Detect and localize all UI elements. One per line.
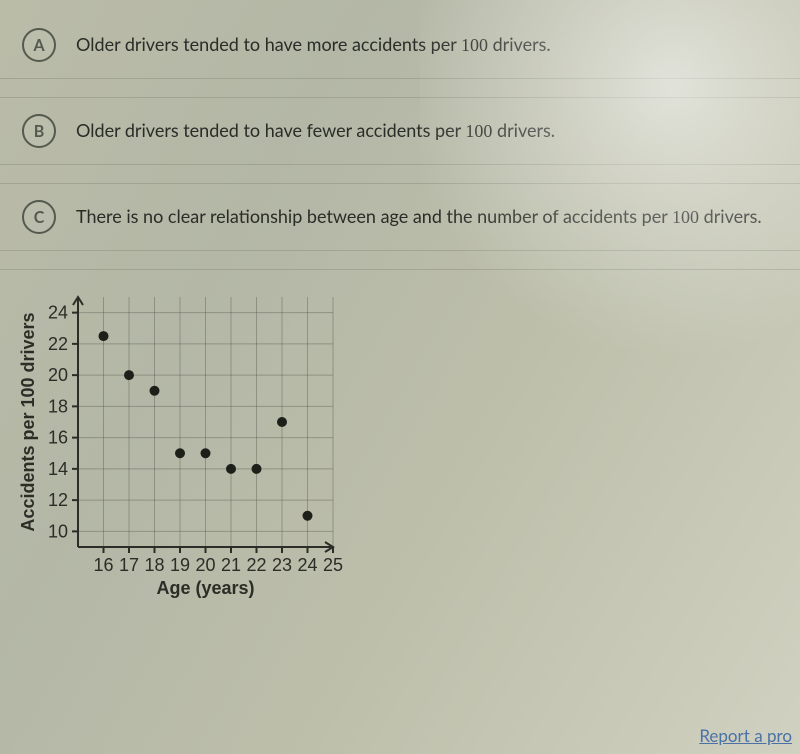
svg-text:25: 25 — [323, 555, 343, 575]
svg-text:21: 21 — [221, 555, 241, 575]
svg-text:19: 19 — [170, 555, 190, 575]
svg-text:22: 22 — [48, 334, 68, 354]
svg-text:16: 16 — [48, 428, 68, 448]
svg-text:23: 23 — [272, 555, 292, 575]
option-C[interactable]: C There is no clear relationship between… — [0, 183, 800, 251]
option-A-text: Older drivers tended to have more accide… — [76, 32, 551, 58]
option-A[interactable]: A Older drivers tended to have more acci… — [0, 12, 800, 79]
svg-text:18: 18 — [144, 555, 164, 575]
report-problem-link[interactable]: Report a pro — [699, 725, 792, 746]
option-C-letter: C — [34, 208, 45, 227]
svg-text:12: 12 — [48, 490, 68, 510]
option-C-text: There is no clear relationship between a… — [76, 204, 762, 230]
answer-options: A Older drivers tended to have more acci… — [0, 0, 800, 251]
svg-text:17: 17 — [119, 555, 139, 575]
option-B[interactable]: B Older drivers tended to have fewer acc… — [0, 97, 800, 165]
svg-text:22: 22 — [246, 555, 266, 575]
svg-text:10: 10 — [48, 521, 68, 541]
svg-text:Age (years): Age (years) — [156, 578, 254, 598]
option-C-radio[interactable]: C — [22, 200, 56, 234]
scatter-chart: 161718192021222324251012141618202224Age … — [18, 282, 800, 602]
svg-text:Accidents per 100 drivers: Accidents per 100 drivers — [18, 312, 38, 531]
svg-text:20: 20 — [195, 555, 215, 575]
divider — [0, 269, 800, 270]
svg-text:14: 14 — [48, 459, 68, 479]
option-B-radio[interactable]: B — [22, 114, 56, 148]
option-B-letter: B — [34, 122, 45, 141]
svg-text:24: 24 — [48, 303, 68, 323]
option-B-text: Older drivers tended to have fewer accid… — [76, 118, 555, 144]
option-A-radio[interactable]: A — [22, 28, 56, 62]
svg-text:20: 20 — [48, 365, 68, 385]
svg-text:16: 16 — [93, 555, 113, 575]
svg-text:24: 24 — [297, 555, 317, 575]
option-A-letter: A — [33, 36, 44, 55]
svg-text:18: 18 — [48, 396, 68, 416]
